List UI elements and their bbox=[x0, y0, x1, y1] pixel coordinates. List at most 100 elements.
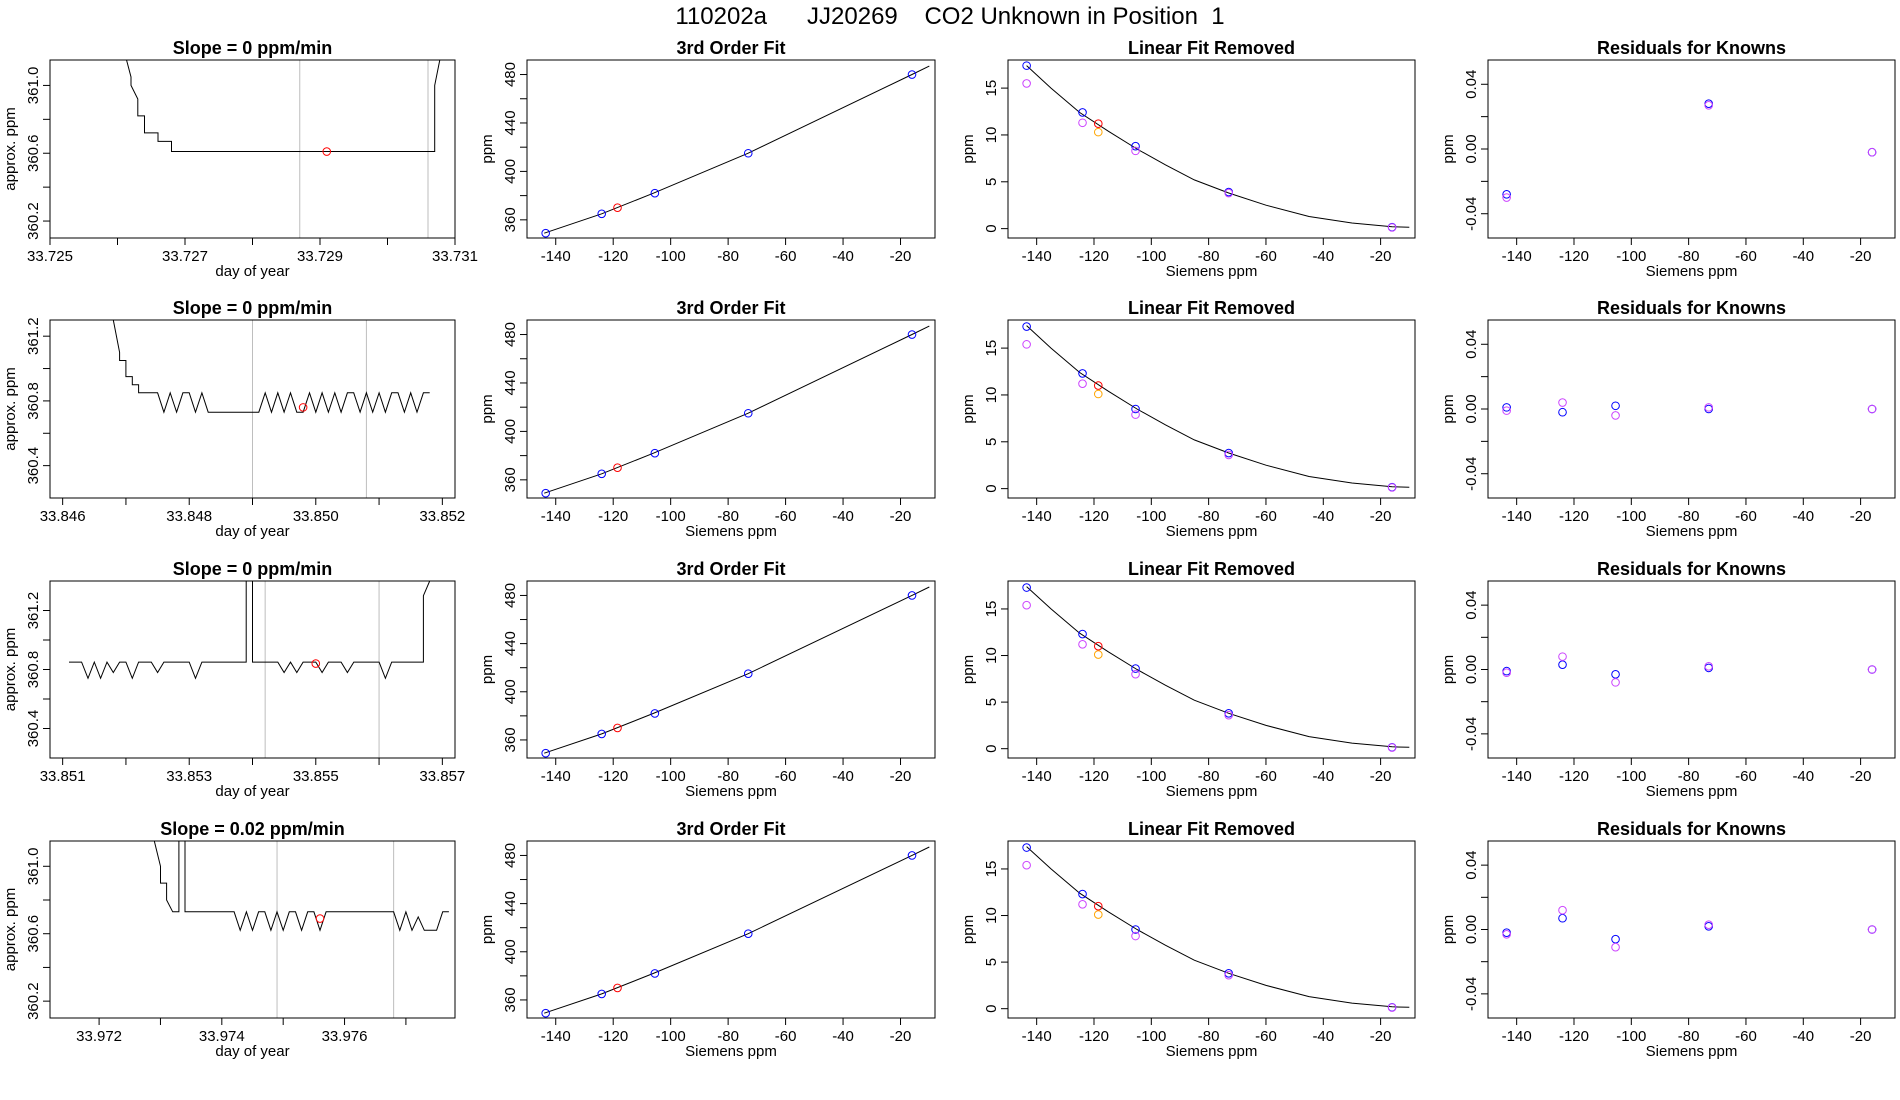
x-tick-label: -20 bbox=[1370, 248, 1392, 265]
x-tick-label: -100 bbox=[1616, 768, 1646, 785]
y-tick-label: 400 bbox=[502, 159, 519, 184]
y-axis-label: ppm bbox=[479, 915, 496, 944]
y-axis-label: ppm bbox=[479, 134, 496, 163]
x-tick-label: -80 bbox=[717, 508, 739, 525]
y-tick-label: -0.04 bbox=[1463, 457, 1480, 491]
data-point-magenta bbox=[1867, 925, 1877, 934]
plot-frame bbox=[1487, 840, 1896, 1019]
panel-r4-c1: Slope = 0.02 ppm/min 33.972 33.974 33.976 36… bbox=[2, 819, 456, 1060]
panel-r4-c2: 3rd Order Fit -140 -120 -100 -80 -60 -40 -20 360… bbox=[479, 819, 936, 1060]
x-axis-label: day of year bbox=[215, 783, 289, 800]
data-point-blue bbox=[1078, 629, 1087, 639]
data-point-red bbox=[613, 983, 622, 993]
y-tick-label: 360.4 bbox=[25, 710, 42, 748]
x-tick-label: -140 bbox=[541, 248, 571, 265]
x-axis-label: Siemens ppm bbox=[685, 523, 777, 540]
panel-r3-c4: Residuals for Knowns -140 -120 -100 -80 -60 -4… bbox=[1440, 559, 1896, 800]
data-point-magenta bbox=[1022, 600, 1031, 610]
x-tick-label: -100 bbox=[1616, 508, 1646, 525]
x-axis-label: Siemens ppm bbox=[1646, 523, 1738, 540]
plot-frame bbox=[1007, 840, 1416, 1019]
x-tick-label: -140 bbox=[1502, 248, 1532, 265]
data-point-blue bbox=[1131, 141, 1140, 151]
y-tick-label: 0 bbox=[983, 745, 1000, 753]
x-tick-label: -140 bbox=[1502, 508, 1532, 525]
data-point-blue bbox=[1611, 670, 1620, 679]
y-tick-label: 400 bbox=[502, 679, 519, 704]
x-tick-label: -80 bbox=[717, 248, 739, 265]
x-tick-label: -40 bbox=[1312, 508, 1334, 525]
plot-frame bbox=[1487, 580, 1896, 759]
concentration-trace bbox=[112, 320, 430, 414]
x-tick-label: -140 bbox=[541, 1028, 571, 1045]
x-tick-label: -140 bbox=[1022, 248, 1052, 265]
data-point-blue bbox=[907, 70, 917, 79]
data-point-blue bbox=[1611, 401, 1620, 411]
x-tick-label: -120 bbox=[1559, 768, 1589, 785]
x-tick-label: 33.848 bbox=[166, 508, 212, 525]
x-axis-label: Siemens ppm bbox=[1646, 783, 1738, 800]
y-tick-label: 15 bbox=[983, 80, 1000, 97]
x-tick-label: -140 bbox=[1022, 768, 1052, 785]
x-tick-label: -100 bbox=[656, 1028, 686, 1045]
y-tick-label: 0.00 bbox=[1463, 394, 1480, 423]
data-point-magenta bbox=[1502, 930, 1511, 939]
x-tick-label: -40 bbox=[1312, 768, 1334, 785]
y-tick-label: 15 bbox=[983, 861, 1000, 878]
data-point-magenta bbox=[1131, 146, 1140, 156]
y-tick-label: 5 bbox=[983, 958, 1000, 966]
x-tick-label: 33.972 bbox=[76, 1028, 122, 1045]
data-point-magenta bbox=[1387, 743, 1397, 752]
panel-r2-c1: Slope = 0 ppm/min 33.846 33.848 33.850 33.85… bbox=[2, 298, 465, 540]
y-axis-label: approx. ppm bbox=[2, 888, 19, 971]
data-point-orange bbox=[1093, 127, 1103, 137]
data-point-blue bbox=[1558, 407, 1567, 417]
data-point-red bbox=[1093, 381, 1103, 390]
x-tick-label: -140 bbox=[1022, 1028, 1052, 1045]
x-tick-label: -20 bbox=[1850, 248, 1872, 265]
data-point-magenta bbox=[1611, 678, 1620, 687]
x-axis-label: Siemens ppm bbox=[1166, 783, 1258, 800]
panel-title: Residuals for Knowns bbox=[1597, 298, 1786, 318]
x-tick-label: -40 bbox=[832, 1028, 854, 1045]
x-tick-label: 33.855 bbox=[293, 768, 339, 785]
data-point-blue bbox=[1502, 190, 1511, 199]
y-tick-label: 360 bbox=[502, 467, 519, 492]
data-point-magenta bbox=[1131, 410, 1140, 419]
y-axis-label: ppm bbox=[960, 134, 977, 163]
panel-r1-c1: Slope = 0 ppm/min 33.725 33.727 33.729 33.73… bbox=[2, 38, 478, 280]
data-point-magenta bbox=[1224, 450, 1233, 460]
data-point-blue bbox=[1611, 934, 1620, 944]
y-tick-label: 360 bbox=[502, 207, 519, 232]
data-point-blue bbox=[743, 669, 753, 679]
x-tick-label: -100 bbox=[1136, 508, 1166, 525]
data-point-red bbox=[1093, 119, 1103, 129]
x-axis-label: Siemens ppm bbox=[685, 783, 777, 800]
y-tick-label: 10 bbox=[983, 387, 1000, 404]
data-point-blue bbox=[650, 448, 660, 458]
panel-r2-c2: 3rd Order Fit -140 -120 -100 -80 -60 -40 -20 360… bbox=[479, 298, 936, 540]
plot-frame bbox=[1487, 59, 1896, 239]
x-tick-label: 33.729 bbox=[297, 248, 343, 265]
data-point-magenta bbox=[1022, 79, 1031, 88]
y-axis-label: approx. ppm bbox=[2, 367, 19, 450]
data-point-blue bbox=[743, 148, 753, 158]
x-tick-label: -80 bbox=[1198, 508, 1220, 525]
data-point-magenta bbox=[1704, 661, 1713, 671]
panel-title: Slope = 0 ppm/min bbox=[173, 298, 333, 318]
x-tick-label: -20 bbox=[890, 1028, 912, 1045]
y-tick-label: 361.2 bbox=[25, 592, 42, 630]
data-point-blue bbox=[597, 209, 607, 219]
data-point-magenta bbox=[1558, 398, 1567, 407]
x-axis-label: Siemens ppm bbox=[1166, 523, 1258, 540]
panel-r1-c3: Linear Fit Removed -140 -120 -100 -80 -60 -40 -… bbox=[960, 38, 1416, 280]
fit-curve bbox=[544, 325, 930, 494]
x-tick-label: -40 bbox=[1792, 508, 1814, 525]
y-tick-label: 361.0 bbox=[25, 67, 42, 105]
x-tick-label: -100 bbox=[1136, 768, 1166, 785]
x-tick-label: -80 bbox=[1678, 248, 1700, 265]
x-tick-label: 33.850 bbox=[293, 508, 339, 525]
data-point-magenta bbox=[1502, 406, 1511, 415]
data-point-red bbox=[315, 914, 325, 923]
